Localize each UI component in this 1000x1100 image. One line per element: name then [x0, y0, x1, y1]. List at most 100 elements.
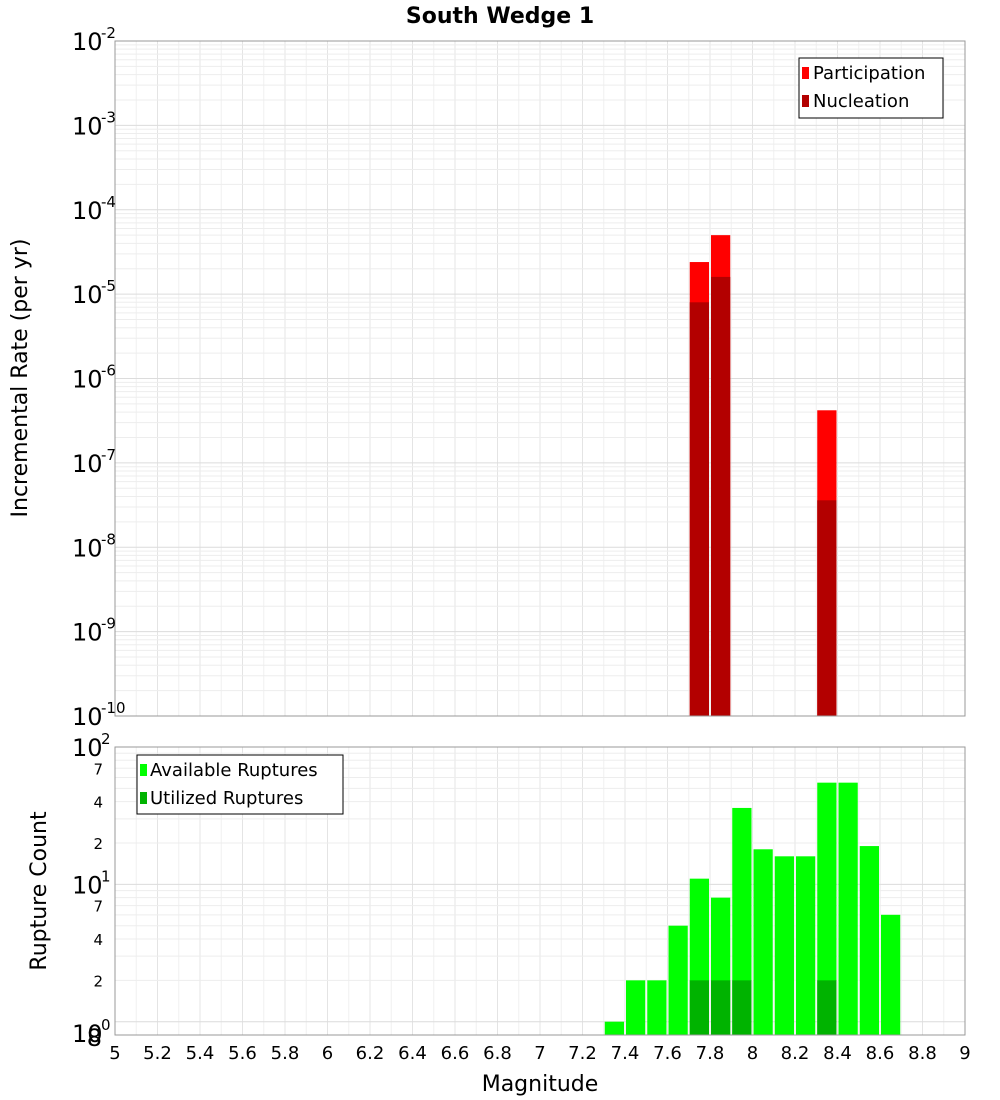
count-plot-frame — [114, 746, 966, 1036]
y-tick-exponent: -10 — [101, 699, 126, 717]
y-tick-exponent: -3 — [101, 108, 116, 126]
x-tick-label: 7.4 — [611, 1043, 640, 1064]
y-tick-exponent: 0 — [101, 1016, 111, 1034]
x-tick-label: 5 — [109, 1043, 120, 1064]
x-tick-label: 8.8 — [908, 1043, 937, 1064]
y-tick-base: 10 — [72, 197, 103, 225]
y-tick-label: 10-8 — [72, 530, 116, 562]
utilized-ruptures-bar — [689, 980, 709, 1035]
available-ruptures-bar — [859, 846, 879, 1035]
available-ruptures-bar — [647, 980, 667, 1035]
x-tick-label: 6.6 — [441, 1043, 470, 1064]
available-ruptures-bar — [668, 925, 688, 1035]
y-tick-label: 10-5 — [72, 277, 116, 309]
y-minor-tick-label: 7 — [93, 898, 103, 916]
legend-box — [798, 57, 944, 119]
x-tick-label: 7.8 — [696, 1043, 725, 1064]
nucleation-bar — [689, 302, 709, 716]
rate-plot: 10-210-310-410-510-610-710-810-910-10 In… — [8, 24, 966, 731]
y-tick-exponent: -4 — [101, 193, 116, 211]
y-tick-label: 10-4 — [72, 193, 116, 225]
available-ruptures-bar — [881, 914, 901, 1035]
y-tick-exponent: -8 — [101, 530, 116, 548]
y-tick-label: 10-2 — [72, 24, 116, 56]
available-ruptures-bar — [796, 856, 816, 1035]
y-minor-tick-label: 2 — [93, 972, 103, 990]
y-tick-exponent: -5 — [101, 277, 116, 295]
y-tick-base: 10 — [72, 366, 103, 394]
available-ruptures-bar — [774, 856, 794, 1035]
x-tick-label: 5.2 — [143, 1043, 172, 1064]
utilized-ruptures-bar — [817, 980, 837, 1035]
y-tick-base: 10 — [72, 734, 103, 762]
y-minor-tick-label: 7 — [93, 760, 103, 778]
y-tick-exponent: 2 — [101, 730, 111, 748]
legend-swatch-participation — [802, 67, 809, 79]
available-ruptures-bar — [753, 849, 773, 1035]
rate-plot-legend: Participation Nucleation — [798, 57, 944, 119]
available-ruptures-bar — [604, 1021, 624, 1035]
y-tick-label: 10-3 — [72, 108, 116, 140]
y-tick-label: 102 — [72, 730, 111, 762]
rate-plot-y-ticks: 10-210-310-410-510-610-710-810-910-10 — [72, 24, 126, 731]
y-tick-base: 10 — [72, 112, 103, 140]
y-tick-label: 10-10 — [72, 699, 126, 731]
y-tick-base: 10 — [72, 534, 103, 562]
legend-label-participation: Participation — [813, 63, 925, 84]
x-tick-label: 8 — [747, 1043, 758, 1064]
x-tick-label: 9 — [959, 1043, 970, 1064]
available-ruptures-bar — [838, 782, 858, 1035]
legend-label-utilized: Utilized Ruptures — [150, 788, 303, 809]
y-tick-exponent: 1 — [101, 867, 111, 885]
y-tick-base: 10 — [72, 281, 103, 309]
available-ruptures-bar — [626, 980, 646, 1035]
x-tick-label: 8.4 — [823, 1043, 852, 1064]
x-tick-label: 5.4 — [186, 1043, 215, 1064]
chart-title: South Wedge 1 — [406, 4, 594, 29]
utilized-ruptures-bar — [711, 980, 731, 1035]
y-tick-base: 10 — [72, 619, 103, 647]
count-plot-bars — [604, 782, 901, 1035]
rate-plot-frame — [114, 40, 966, 717]
x-tick-label: 6.4 — [398, 1043, 427, 1064]
legend-swatch-nucleation — [802, 95, 809, 107]
y-tick-label: 10-9 — [72, 615, 116, 647]
nucleation-bar — [711, 276, 731, 716]
y-tick-base: 10 — [72, 871, 103, 899]
available-ruptures-bar — [817, 782, 837, 1035]
y-tick-label: 10-7 — [72, 446, 116, 478]
y-minor-tick-label: 4 — [93, 794, 103, 812]
legend-label-available: Available Ruptures — [150, 760, 318, 781]
y-tick-base: 10 — [72, 1020, 103, 1048]
y-tick-base: 10 — [72, 28, 103, 56]
y-tick-exponent: -2 — [101, 24, 116, 42]
x-tick-label: 7.6 — [653, 1043, 682, 1064]
rate-plot-y-axis-label: Incremental Rate (per yr) — [8, 239, 33, 518]
count-plot-y-axis-label: Rupture Count — [27, 811, 52, 971]
x-tick-label: 5.6 — [228, 1043, 257, 1064]
count-plot-legend: Available Ruptures Utilized Ruptures — [136, 754, 344, 815]
legend-box — [136, 754, 344, 815]
x-tick-label: 7 — [534, 1043, 545, 1064]
x-tick-label: 8.6 — [866, 1043, 895, 1064]
y-tick-label: 10-6 — [72, 362, 116, 394]
y-tick-exponent: -9 — [101, 615, 116, 633]
x-tick-label: 6.2 — [356, 1043, 385, 1064]
y-minor-tick-label: 4 — [93, 931, 103, 949]
x-tick-label: 7.2 — [568, 1043, 597, 1064]
x-tick-label: 8.2 — [781, 1043, 810, 1064]
y-tick-exponent: -6 — [101, 362, 116, 380]
legend-swatch-utilized — [140, 792, 147, 804]
y-minor-tick-label: 2 — [93, 835, 103, 853]
y-tick-exponent: -7 — [101, 446, 116, 464]
x-tick-label: 6.8 — [483, 1043, 512, 1064]
count-plot-x-ticks: 5 5.2 5.4 5.6 5.8 6 6.2 6.4 6.6 6.8 7 7.2 7.4 7.6 7.8 8… — [109, 1043, 970, 1064]
y-tick-base: 10 — [72, 703, 103, 731]
x-tick-label: 5.8 — [271, 1043, 300, 1064]
utilized-ruptures-bar — [732, 980, 752, 1035]
x-axis-label: Magnitude — [482, 1072, 599, 1097]
nucleation-bar — [817, 500, 837, 716]
